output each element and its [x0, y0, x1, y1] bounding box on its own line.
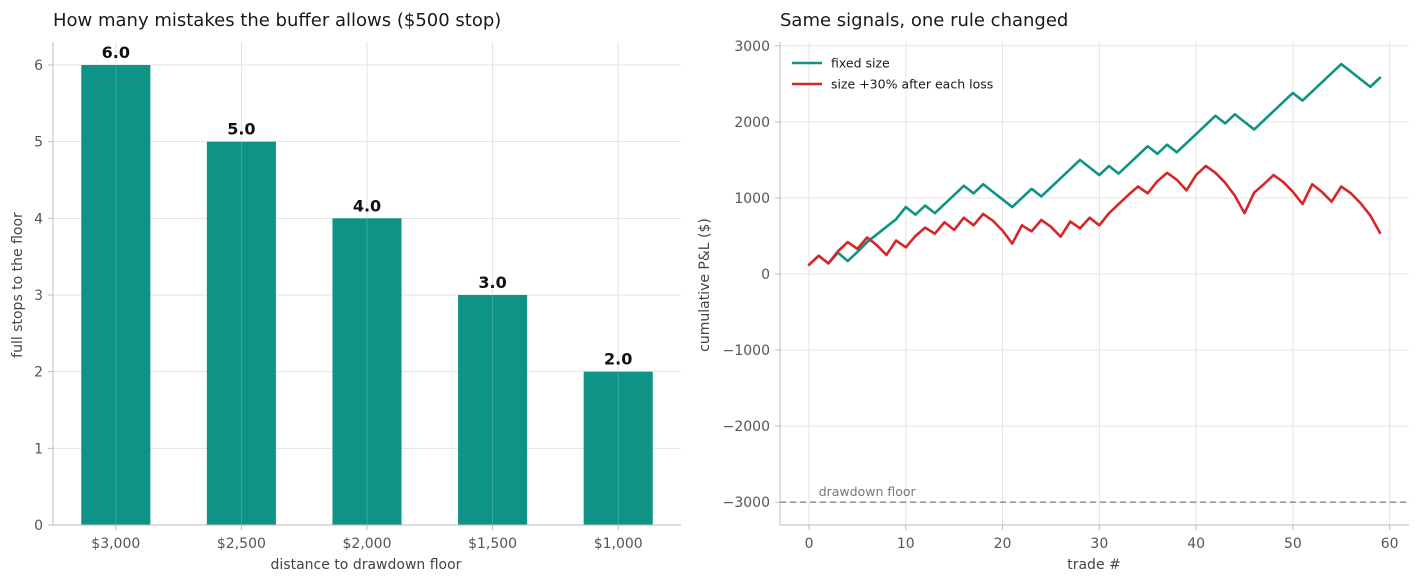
line-x-tick-label: 20: [994, 536, 1012, 552]
line-x-tick-label: 50: [1284, 536, 1302, 552]
line-x-tick-label: 10: [897, 536, 915, 552]
bar-x-tick-label: $1,000: [594, 536, 643, 552]
series-line-fixed-size: [807, 62, 1382, 267]
line-y-tick-label: −3000: [723, 495, 770, 511]
bar-x-tick-label: $3,000: [91, 536, 140, 552]
bar-chart-xlabel: distance to drawdown floor: [271, 557, 462, 573]
bar-value-label: 3.0: [478, 273, 506, 292]
line-chart-title: Same signals, one rule changed: [780, 10, 1068, 31]
line-chart-xlabel: trade #: [1067, 557, 1121, 573]
bar-y-tick-label: 5: [34, 135, 43, 151]
bar-chart-bars: [81, 65, 653, 526]
bar-chart-ylabel: full stops to the floor: [10, 212, 26, 358]
line-chart-reference: drawdown floor: [780, 484, 1409, 503]
line-y-tick-label: 2000: [734, 115, 770, 131]
bar-y-tick-label: 6: [34, 58, 43, 74]
legend-label: fixed size: [831, 56, 890, 71]
line-y-tick-label: −2000: [723, 419, 770, 435]
bar-chart-panel: How many mistakes the buffer allows ($50…: [10, 10, 681, 573]
bar-x-tick-label: $2,500: [217, 536, 266, 552]
line-x-tick-label: 60: [1381, 536, 1399, 552]
bar: [81, 65, 151, 525]
bar-y-tick-label: 4: [34, 211, 43, 227]
line-y-tick-label: 0: [761, 267, 770, 283]
drawdown-floor-label: drawdown floor: [819, 484, 917, 499]
line-chart-grid: [780, 42, 1409, 525]
line-chart-series: [807, 62, 1382, 267]
bar-y-tick-label: 1: [34, 441, 43, 457]
bar-value-label: 4.0: [353, 196, 381, 215]
bar-value-label: 2.0: [604, 350, 632, 369]
line-y-tick-label: −1000: [723, 343, 770, 359]
bar: [583, 371, 653, 525]
line-x-tick-label: 40: [1187, 536, 1205, 552]
bar-chart-axes: 0 1 2 3 4 5 6 $3,000 $2,500 $2,000 $1,500 $1,000: [34, 42, 681, 552]
line-x-tick-label: 30: [1090, 536, 1108, 552]
line-chart-axes: −3000 −2000 −1000 0 1000 2000 3000 0 10 20 30 40 50 6…: [723, 39, 1409, 552]
bar-y-tick-label: 0: [34, 518, 43, 534]
line-y-tick-label: 1000: [734, 191, 770, 207]
bar-value-label: 6.0: [102, 43, 130, 62]
line-y-tick-label: 3000: [734, 39, 770, 55]
bar-y-tick-label: 2: [34, 365, 43, 381]
legend-label: size +30% after each loss: [831, 77, 993, 92]
bar-x-tick-label: $1,500: [468, 536, 517, 552]
series-line-size-increase: [807, 164, 1382, 267]
bar-x-tick-label: $2,000: [343, 536, 392, 552]
bar: [206, 141, 276, 525]
line-chart-legend: fixed size size +30% after each loss: [792, 56, 993, 92]
bar-chart-value-labels: 6.0 5.0 4.0 3.0 2.0: [102, 43, 633, 369]
bar-chart-title: How many mistakes the buffer allows ($50…: [53, 10, 501, 31]
line-x-tick-label: 0: [805, 536, 814, 552]
bar-value-label: 5.0: [227, 120, 255, 139]
line-chart-panel: Same signals, one rule changed drawdown …: [697, 10, 1409, 573]
bar-y-tick-label: 3: [34, 288, 43, 304]
bar: [458, 295, 528, 525]
bar: [332, 218, 402, 526]
line-chart-ylabel: cumulative P&L ($): [697, 218, 713, 352]
